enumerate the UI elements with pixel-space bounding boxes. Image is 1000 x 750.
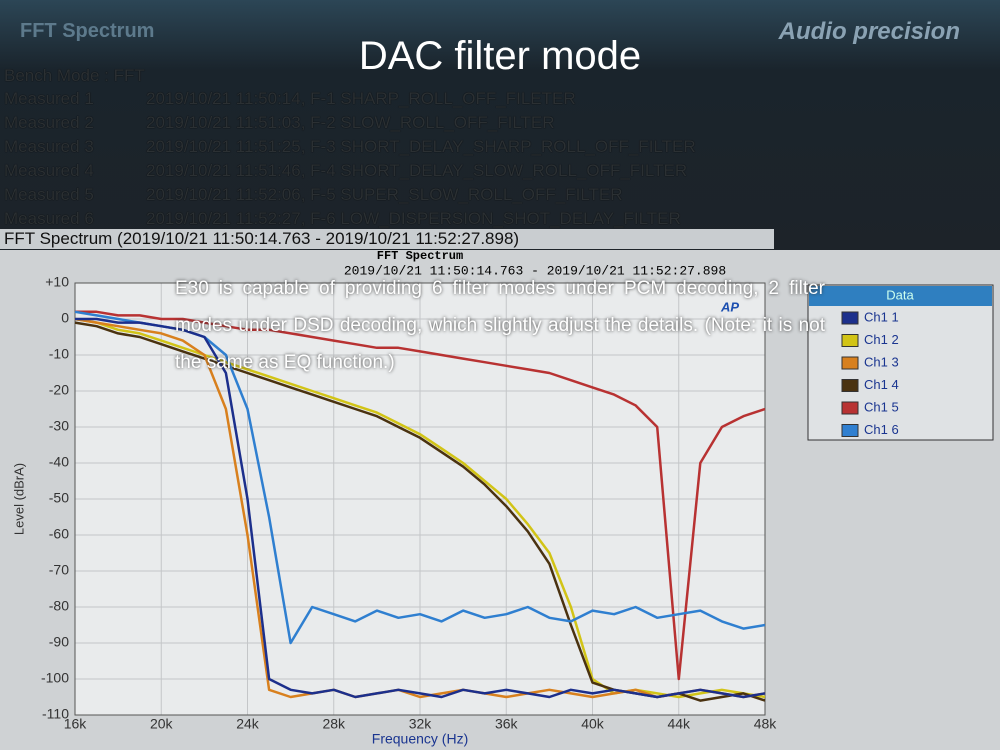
legend-swatch [841, 356, 859, 370]
legend-title: Data [886, 287, 914, 302]
legend-swatch [841, 311, 859, 325]
x-tick-label: 48k [754, 716, 778, 732]
measured-label: Measured 1 [4, 89, 94, 108]
y-tick-label: +10 [45, 274, 69, 290]
chart-subtitle: 2019/10/21 11:50:14.763 - 2019/10/21 11:… [344, 263, 726, 278]
x-tick-label: 28k [322, 716, 346, 732]
measured-info: 2019/10/21 11:52:27, F-6 LOW_DISPERSION_… [146, 209, 681, 228]
measured-row: Measured 5 2019/10/21 11:52:06, F-5 SUPER… [4, 185, 623, 205]
measured-row: Measured 4 2019/10/21 11:51:46, F-4 SHORT… [4, 161, 687, 181]
measured-info: 2019/10/21 11:50:14, F-1 SHARP_ROLL_OFF_… [146, 89, 576, 108]
x-tick-label: 44k [667, 716, 691, 732]
legend-label: Ch1 5 [864, 399, 899, 414]
note: E30 is capable of providing 6 filter mod… [175, 278, 825, 373]
measured-info: 2019/10/21 11:51:46, F-4 SHORT_DELAY_SLO… [146, 161, 688, 180]
measured-label: Measured 2 [4, 113, 94, 132]
measured-label: Measured 5 [4, 185, 94, 204]
x-tick-label: 32k [409, 716, 433, 732]
legend-header [809, 286, 992, 306]
measured-row: Measured 2 2019/10/21 11:51:03, F-2 SLOW_… [4, 113, 555, 133]
y-tick-label: 0 [61, 310, 69, 326]
slide-title: DAC filter mode [358, 34, 642, 78]
y-tick-label: -100 [41, 670, 69, 686]
legend-label: Ch1 6 [864, 422, 899, 437]
x-tick-label: 24k [236, 716, 260, 732]
legend-swatch [841, 334, 859, 347]
x-tick-label: 16k [64, 716, 88, 732]
y-tick-label: -30 [49, 418, 69, 434]
measured-label: Measured 6 [4, 209, 94, 228]
x-tick-label: 20k [150, 716, 174, 732]
measured-info: 2019/10/21 11:51:03, F-2 SLOW_ROLL_OFF_F… [146, 113, 555, 132]
series-line [75, 310, 766, 681]
measured-info: 2019/10/21 11:51:25, F-3 SHORT_DELAY_SHA… [146, 137, 696, 156]
y-tick-label: -90 [49, 634, 69, 650]
ap-logo: AP [720, 299, 739, 314]
x-tick-label: 40k [581, 716, 605, 732]
y-tick-label: -10 [49, 346, 69, 362]
legend-swatch [841, 401, 859, 415]
legend-box [807, 284, 994, 441]
y-tick-label: -80 [49, 598, 69, 614]
measured-row: Measured 3 2019/10/21 11:51:25, F-3 SHORT… [4, 137, 696, 157]
legend-label: Ch1 3 [864, 354, 899, 369]
bench-mode: Bench Mode : FFT [4, 66, 145, 85]
y-tick-label: -20 [49, 382, 69, 398]
y-tick-label: -110 [42, 706, 69, 722]
series-line [75, 317, 766, 699]
y-tick-label: -50 [49, 490, 69, 506]
app-header: FFT Spectrum [20, 20, 155, 42]
measured-label: Measured 4 [4, 161, 94, 180]
measured-row: Measured 1 2019/10/21 11:50:14, F-1 SHARP… [4, 89, 576, 109]
measured-info: 2019/10/21 11:52:06, F-5 SUPER_SLOW_ROLL… [146, 185, 623, 204]
chart-title: FFT Spectrum [377, 250, 463, 263]
measured-row: Measured 6 2019/10/21 11:52:27, F-6 LOW_D… [4, 209, 681, 229]
y-tick-label: -70 [49, 562, 69, 578]
chart: FFT Spectrum 2019/10/21 11:50:14.763 - 2… [0, 250, 1000, 750]
measured-label: Measured 3 [4, 137, 94, 156]
legend-swatch [841, 379, 859, 392]
section-title: FFT Spectrum (2019/10/21 11:50:14.763 - … [0, 229, 774, 249]
plot-frame [74, 282, 766, 716]
x-axis-label: Frequency (Hz) [372, 731, 468, 747]
legend-label: Ch1 2 [864, 332, 899, 347]
header-band [0, 0, 1000, 250]
y-tick-label: -40 [49, 454, 69, 470]
legend-label: Ch1 4 [864, 377, 899, 392]
series-line [74, 317, 766, 699]
x-tick-label: 36k [495, 716, 519, 732]
y-axis-label: Level (dBrA) [11, 463, 26, 535]
legend-swatch [841, 424, 859, 437]
y-tick-label: -60 [49, 526, 69, 542]
legend-label: Ch1 1 [864, 309, 899, 324]
logo: Audio precision [778, 18, 960, 45]
